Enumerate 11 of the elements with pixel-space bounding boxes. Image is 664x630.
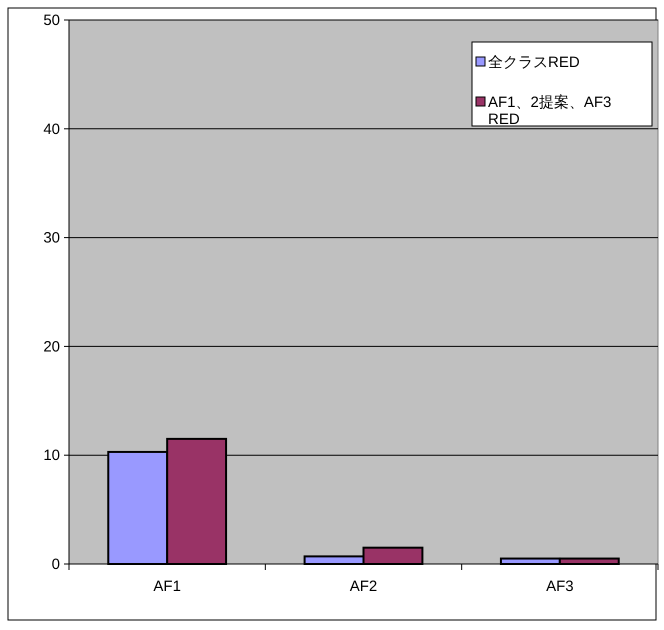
y-tick-label: 0	[52, 556, 60, 573]
legend-label: 全クラスRED	[488, 54, 580, 71]
x-tick-label: AF3	[546, 578, 574, 595]
y-tick-label: 20	[43, 338, 60, 356]
y-tick-label: 50	[43, 12, 60, 29]
x-tick-label: AF2	[350, 578, 378, 595]
y-tick-label: 30	[43, 230, 60, 247]
legend-label: AF1、2提案、AF3 RED	[488, 94, 612, 128]
x-tick-label: AF1	[153, 578, 181, 595]
y-tick-label: 10	[43, 447, 60, 464]
y-tick-label: 40	[43, 120, 60, 138]
